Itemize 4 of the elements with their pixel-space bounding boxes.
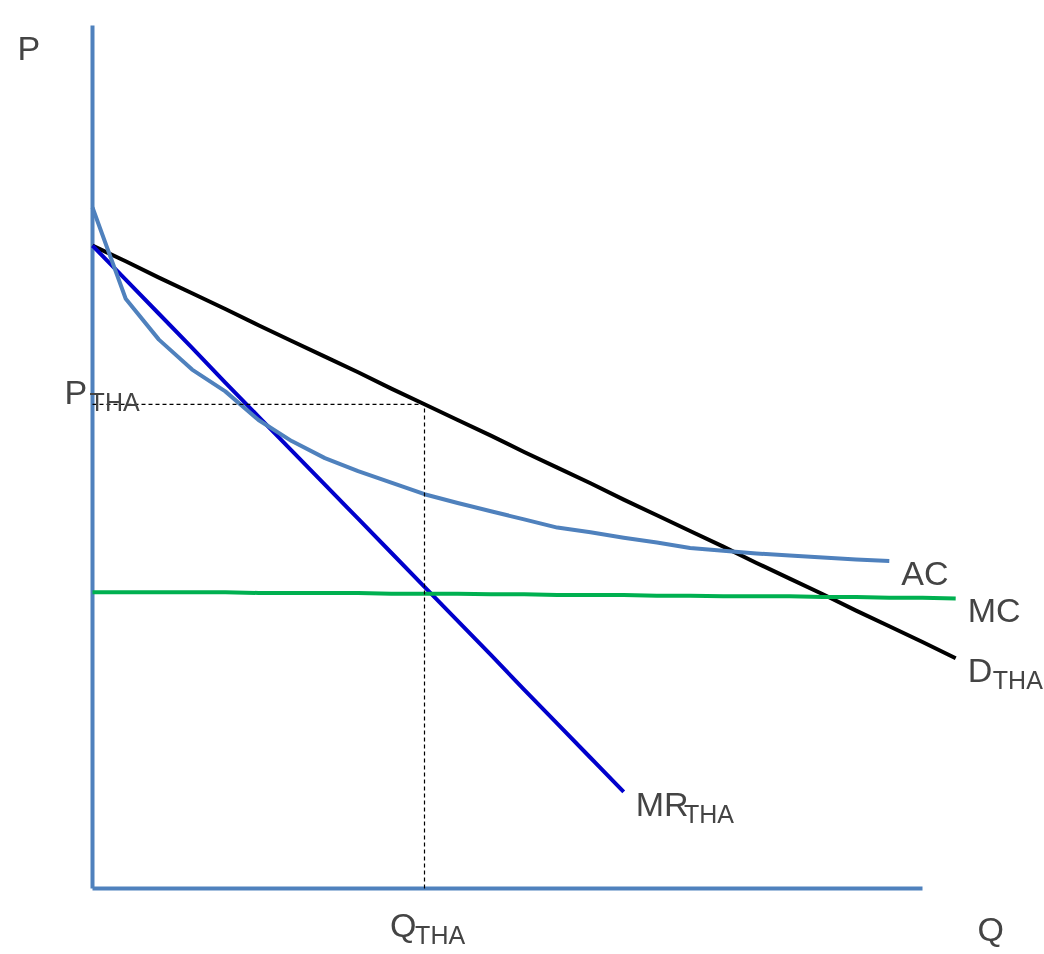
series-label: MC xyxy=(967,591,1021,630)
x-axis-title: Q xyxy=(977,909,1004,948)
series-label: AC xyxy=(901,553,949,592)
y-axis-title: P xyxy=(17,28,41,67)
